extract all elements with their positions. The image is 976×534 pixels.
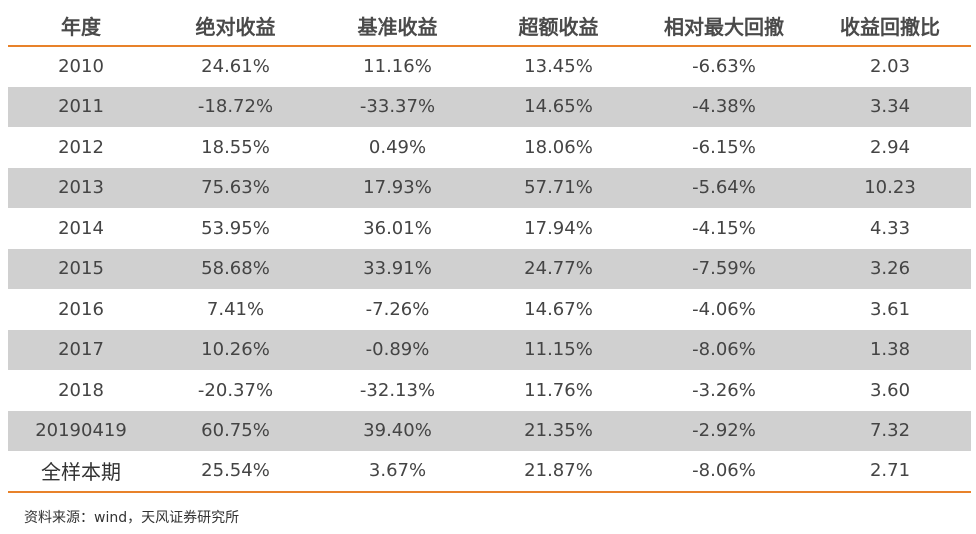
source-note: 资料来源：wind，天风证券研究所 (24, 510, 240, 526)
return-drawdown-ratio-cell: 3.60 (869, 379, 911, 401)
return-drawdown-ratio-cell: 3.34 (809, 86, 971, 127)
return-drawdown-ratio-cell: 1.38 (809, 329, 971, 370)
absolute-return-cell: 25.54% (154, 451, 317, 493)
table-row: 2010 24.61% 11.16% 13.45% -6.63% 2.03 (8, 46, 971, 87)
absolute-return-cell: -20.37% (197, 379, 274, 401)
relative-max-drawdown-cell: -5.64% (639, 167, 809, 208)
year-cell: 20190419 (8, 410, 154, 451)
benchmark-return-cell: -7.26% (365, 298, 430, 320)
benchmark-return-cell: -33.37% (317, 86, 478, 127)
benchmark-return-cell: 36.01% (363, 217, 432, 239)
benchmark-return-cell: 39.40% (317, 410, 478, 451)
return-drawdown-ratio-cell: 2.94 (869, 136, 911, 158)
header-absolute-return: 绝对收益 (154, 6, 317, 47)
absolute-return-cell: -18.72% (154, 86, 317, 127)
year-cell: 2010 (58, 56, 104, 78)
table-row: 2014 53.95% 36.01% 17.94% -4.15% 4.33 (8, 208, 971, 249)
return-drawdown-ratio-cell: 10.23 (809, 167, 971, 208)
year-cell: 2012 (58, 136, 104, 158)
header-year: 年度 (8, 6, 154, 47)
excess-return-cell: 18.06% (524, 136, 593, 158)
return-drawdown-ratio-cell: 4.33 (869, 217, 911, 239)
relative-max-drawdown-cell: -7.59% (639, 248, 809, 289)
relative-max-drawdown-cell: -4.38% (639, 86, 809, 127)
benchmark-return-cell: -32.13% (359, 379, 436, 401)
relative-max-drawdown-cell: -2.92% (639, 410, 809, 451)
absolute-return-cell: 7.41% (206, 298, 265, 320)
relative-max-drawdown-cell: -6.15% (692, 136, 756, 158)
table-body: 2010 24.61% 11.16% 13.45% -6.63% 2.03 2011 -18.… (8, 46, 971, 493)
year-cell: 2011 (8, 86, 154, 127)
header-benchmark-return: 基准收益 (317, 6, 478, 47)
excess-return-cell: 14.65% (478, 86, 639, 127)
benchmark-return-cell: 0.49% (368, 136, 427, 158)
excess-return-cell: 17.94% (524, 217, 593, 239)
absolute-return-cell: 18.55% (201, 136, 270, 158)
year-cell: 2014 (58, 217, 104, 239)
absolute-return-cell: 53.95% (201, 217, 270, 239)
table-row: 2013 75.63% 17.93% 57.71% -5.64% 10.23 (8, 167, 971, 208)
table-row: 2018 -20.37% -32.13% 11.76% -3.26% 3.60 (8, 370, 971, 411)
table-row: 2015 58.68% 33.91% 24.77% -7.59% 3.26 (8, 248, 971, 289)
benchmark-return-cell: 17.93% (317, 167, 478, 208)
return-drawdown-ratio-cell: 3.61 (869, 298, 911, 320)
year-cell: 2015 (8, 248, 154, 289)
year-cell: 2013 (8, 167, 154, 208)
table-row: 2017 10.26% -0.89% 11.15% -8.06% 1.38 (8, 329, 971, 370)
header-return-drawdown-ratio: 收益回撤比 (809, 6, 971, 47)
benchmark-return-cell: -0.89% (317, 329, 478, 370)
year-cell: 全样本期 (8, 451, 154, 493)
excess-return-cell: 24.77% (478, 248, 639, 289)
excess-return-cell: 14.67% (524, 298, 593, 320)
return-drawdown-ratio-cell: 2.71 (809, 451, 971, 493)
absolute-return-cell: 60.75% (154, 410, 317, 451)
absolute-return-cell: 10.26% (154, 329, 317, 370)
excess-return-cell: 21.35% (478, 410, 639, 451)
header-excess-return: 超额收益 (478, 6, 639, 47)
relative-max-drawdown-cell: -4.15% (692, 217, 756, 239)
benchmark-return-cell: 3.67% (317, 451, 478, 493)
return-drawdown-ratio-cell: 7.32 (809, 410, 971, 451)
excess-return-cell: 11.15% (478, 329, 639, 370)
return-drawdown-ratio-cell: 3.26 (809, 248, 971, 289)
year-cell: 2016 (58, 298, 104, 320)
header-relative-max-drawdown: 相对最大回撤 (639, 6, 809, 47)
returns-table: 年度 绝对收益 基准收益 超额收益 相对最大回撤 收益回撤比 2010 24.61… (8, 6, 971, 493)
absolute-return-cell: 24.61% (201, 56, 270, 78)
table-row: 2011 -18.72% -33.37% 14.65% -4.38% 3.34 (8, 86, 971, 127)
year-cell: 2017 (8, 329, 154, 370)
excess-return-cell: 57.71% (478, 167, 639, 208)
benchmark-return-cell: 33.91% (317, 248, 478, 289)
benchmark-return-cell: 11.16% (363, 56, 432, 78)
relative-max-drawdown-cell: -3.26% (692, 379, 756, 401)
table-row: 2016 7.41% -7.26% 14.67% -4.06% 3.61 (8, 289, 971, 330)
excess-return-cell: 11.76% (524, 379, 593, 401)
relative-max-drawdown-cell: -6.63% (692, 56, 756, 78)
relative-max-drawdown-cell: -4.06% (692, 298, 756, 320)
table-row: 全样本期 25.54% 3.67% 21.87% -8.06% 2.71 (8, 451, 971, 493)
relative-max-drawdown-cell: -8.06% (639, 329, 809, 370)
relative-max-drawdown-cell: -8.06% (639, 451, 809, 493)
table-row: 20190419 60.75% 39.40% 21.35% -2.92% 7.32 (8, 410, 971, 451)
returns-table-container: 年度 绝对收益 基准收益 超额收益 相对最大回撤 收益回撤比 2010 24.61… (8, 6, 971, 493)
absolute-return-cell: 75.63% (154, 167, 317, 208)
excess-return-cell: 21.87% (478, 451, 639, 493)
table-row: 2012 18.55% 0.49% 18.06% -6.15% 2.94 (8, 127, 971, 168)
absolute-return-cell: 58.68% (154, 248, 317, 289)
table-header-row: 年度 绝对收益 基准收益 超额收益 相对最大回撤 收益回撤比 (8, 6, 971, 47)
excess-return-cell: 13.45% (524, 56, 593, 78)
year-cell: 2018 (58, 379, 104, 401)
return-drawdown-ratio-cell: 2.03 (869, 56, 911, 78)
